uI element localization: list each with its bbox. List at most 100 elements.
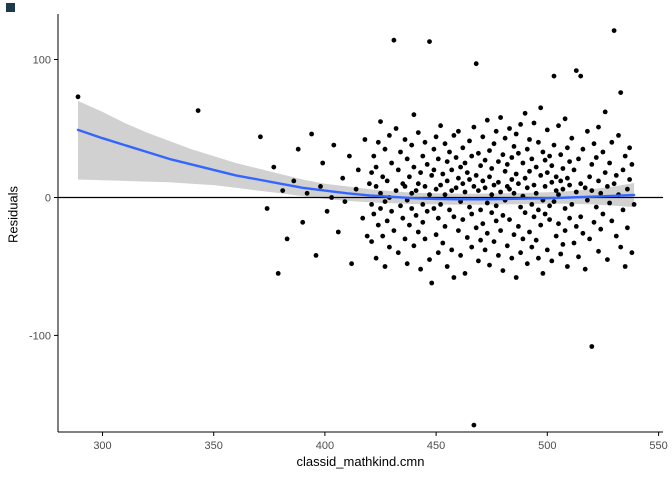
data-point <box>411 112 417 118</box>
data-point <box>580 230 586 236</box>
data-point <box>607 160 612 166</box>
data-point <box>533 237 539 243</box>
data-point <box>469 244 475 250</box>
data-point <box>549 179 555 185</box>
data-point <box>516 150 521 156</box>
data-point <box>373 184 379 189</box>
data-point <box>384 178 390 184</box>
data-point <box>504 243 510 249</box>
data-point <box>371 153 377 159</box>
data-point <box>567 159 572 165</box>
data-point <box>502 168 508 174</box>
data-point <box>380 233 386 239</box>
data-point <box>478 207 483 213</box>
data-point <box>522 175 528 181</box>
data-point <box>318 184 323 189</box>
data-point <box>618 90 624 95</box>
data-point <box>371 211 377 217</box>
data-point <box>380 174 386 180</box>
data-point <box>496 179 501 185</box>
data-point <box>547 203 552 209</box>
data-point <box>362 137 368 142</box>
data-point <box>409 190 415 196</box>
data-point <box>467 138 472 144</box>
data-point <box>429 173 435 178</box>
data-point <box>435 215 441 221</box>
data-point <box>331 142 337 148</box>
data-point <box>442 192 448 198</box>
data-point <box>549 258 555 264</box>
data-point <box>484 117 490 123</box>
data-point <box>585 128 590 134</box>
data-point <box>520 160 526 166</box>
data-point <box>395 167 401 173</box>
data-point <box>629 250 635 256</box>
data-point <box>496 159 501 165</box>
data-point <box>593 204 599 210</box>
data-point <box>462 189 468 195</box>
data-point <box>536 207 541 213</box>
data-point <box>585 197 590 203</box>
data-point <box>471 184 477 189</box>
data-point <box>411 243 417 249</box>
data-point <box>587 174 592 180</box>
data-point <box>442 224 448 229</box>
data-point <box>547 153 552 159</box>
data-point <box>556 221 561 227</box>
data-point <box>562 228 568 234</box>
data-point <box>355 167 361 173</box>
data-point <box>195 108 201 113</box>
data-point <box>387 244 392 250</box>
data-point <box>384 218 390 224</box>
smooth-trend-line <box>76 128 636 201</box>
data-point <box>464 170 470 176</box>
data-point <box>591 219 597 225</box>
data-point <box>516 181 521 187</box>
data-point <box>551 73 557 79</box>
data-point <box>415 181 421 187</box>
data-point <box>447 207 452 213</box>
data-point <box>569 135 575 141</box>
data-point <box>420 219 426 225</box>
data-point <box>536 139 541 145</box>
data-point <box>480 221 486 227</box>
data-point <box>329 195 334 200</box>
data-point <box>540 271 546 276</box>
data-point <box>449 247 455 253</box>
data-point <box>556 123 561 129</box>
data-point <box>75 94 81 100</box>
data-point <box>565 145 570 151</box>
data-point <box>389 208 394 214</box>
data-point <box>431 206 437 211</box>
data-point <box>422 236 428 242</box>
data-point <box>258 134 263 140</box>
x-tick-label: 350 <box>205 440 223 452</box>
data-point <box>382 199 388 205</box>
data-point <box>576 254 581 260</box>
data-point <box>493 128 499 134</box>
data-point <box>467 204 472 210</box>
data-point <box>500 268 506 273</box>
data-point <box>487 174 492 180</box>
data-point <box>556 192 561 198</box>
data-point <box>613 233 619 239</box>
data-point <box>480 178 486 184</box>
y-tick-label: -100 <box>29 330 51 342</box>
data-point <box>629 162 635 167</box>
data-point <box>538 222 544 228</box>
data-point <box>342 199 348 205</box>
data-point <box>533 190 539 196</box>
x-tick-label: 550 <box>649 440 667 452</box>
data-point <box>400 215 406 221</box>
data-point <box>513 171 519 177</box>
data-point <box>433 134 439 140</box>
data-point <box>444 264 450 269</box>
data-point <box>549 163 555 169</box>
data-point <box>449 167 455 173</box>
data-point <box>438 123 443 129</box>
data-point <box>349 261 354 267</box>
data-point <box>596 248 601 254</box>
data-point <box>625 186 630 192</box>
data-point <box>511 144 517 149</box>
data-point <box>395 250 401 256</box>
